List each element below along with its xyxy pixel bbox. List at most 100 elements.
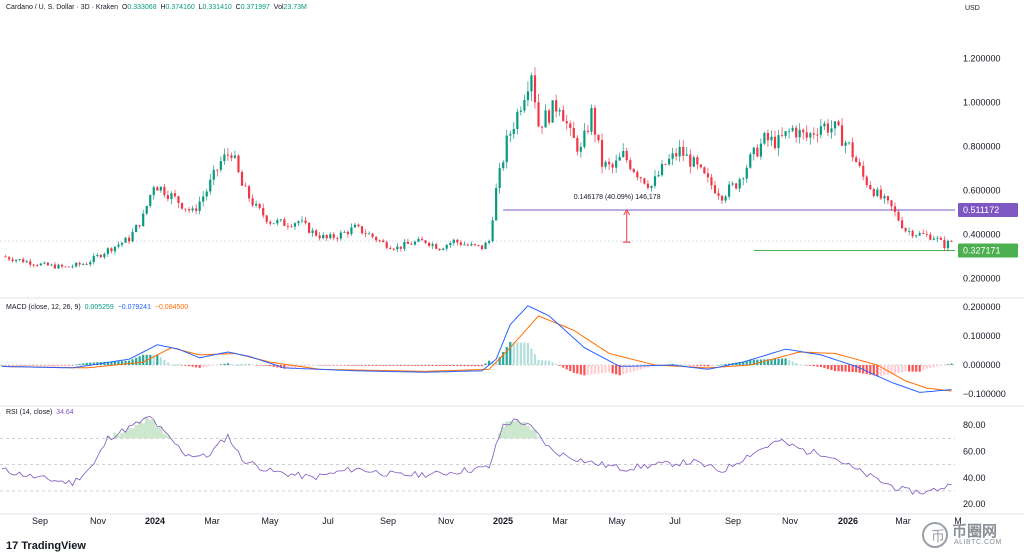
macd-histogram-bar — [413, 365, 417, 366]
macd-histogram-bar — [131, 359, 134, 365]
candle-body — [540, 126, 544, 128]
candle-body — [364, 233, 367, 235]
macd-histogram-bar — [625, 365, 628, 374]
macd-histogram-bar — [230, 364, 233, 365]
rsi-pane — [0, 416, 955, 495]
macd-histogram-bar — [844, 365, 847, 372]
macd-histogram-bar — [322, 365, 325, 366]
candle-body — [29, 261, 32, 265]
x-tick-label: 2024 — [145, 516, 165, 526]
macd-histogram-bar — [202, 365, 205, 368]
macd-histogram-bar — [46, 365, 49, 366]
candle-body — [290, 226, 293, 228]
candle-body — [537, 102, 540, 127]
candle-body — [399, 246, 402, 249]
macd-histogram-bar — [692, 365, 695, 366]
rsi-overbought-fill — [501, 426, 506, 439]
candle-body — [343, 231, 346, 233]
macd-histogram-bar — [75, 364, 78, 366]
candle-body — [551, 100, 554, 123]
candle-body — [131, 232, 134, 242]
macd-histogram-bar — [848, 365, 851, 372]
macd-histogram-bar — [258, 365, 261, 366]
macd-histogram-bar — [565, 365, 568, 370]
rsi-overbought-fill — [159, 426, 163, 439]
macd-tick-label: 0.000000 — [963, 360, 1001, 370]
macd-histogram-bar — [357, 365, 360, 366]
low-label: L — [198, 4, 203, 11]
macd-histogram-bar — [53, 365, 57, 366]
macd-histogram-bar — [449, 365, 452, 367]
candle-body — [385, 242, 388, 248]
candle-body — [420, 238, 424, 241]
candle-body — [583, 130, 586, 147]
currency-label: USD — [965, 5, 980, 12]
candle-body — [629, 160, 632, 170]
macd-histogram-bar — [495, 362, 498, 365]
rsi-overbought-fill — [144, 416, 149, 439]
macd-histogram-bar — [816, 365, 819, 367]
candle-body — [389, 247, 392, 249]
macd-histogram-bar — [533, 354, 537, 365]
macd-histogram-bar — [608, 365, 611, 373]
macd-legend: MACD (close, 12, 26, 9) 0.005259 −0.0792… — [6, 304, 188, 311]
macd-histogram-bar — [812, 365, 815, 367]
macd-signal-line — [1, 315, 952, 392]
macd-histogram-bar — [869, 365, 872, 375]
candle-body — [788, 130, 791, 132]
watermark: 币 币圈网 ALIBTC.COM — [922, 520, 1022, 553]
macd-histogram-bar — [209, 365, 212, 367]
macd-histogram-bar — [562, 365, 565, 368]
macd-histogram-bar — [611, 365, 614, 374]
macd-histogram-bar — [92, 362, 95, 365]
candle-body — [110, 248, 113, 252]
price-tick-label: 0.400000 — [963, 229, 1001, 239]
candle-body — [36, 265, 39, 266]
candle-body — [392, 248, 395, 250]
macd-histogram-bar — [233, 365, 237, 366]
candle-body — [526, 91, 530, 101]
macd-histogram-bar — [904, 365, 907, 372]
macd-histogram-bar — [332, 365, 335, 366]
candle-body — [216, 169, 219, 171]
macd-histogram-bar — [71, 365, 74, 366]
macd-histogram-bar — [364, 365, 367, 366]
macd-histogram-bar — [325, 365, 328, 366]
macd-pane — [0, 305, 955, 393]
candle-body — [904, 228, 907, 232]
candle-body — [382, 240, 385, 243]
candle-body — [495, 188, 498, 221]
macd-histogram-bar — [0, 365, 4, 366]
candle-body — [756, 147, 759, 157]
candle-body — [276, 220, 279, 224]
candle-body — [519, 110, 522, 112]
candle-body — [668, 158, 671, 165]
macd-histogram-bar — [198, 365, 201, 368]
open-value: 0.333068 — [127, 4, 157, 11]
candle-body — [145, 205, 148, 214]
candle-body — [544, 110, 547, 128]
rsi-overbought-fill — [130, 428, 135, 439]
candle-body — [230, 155, 233, 158]
macd-histogram-bar — [925, 365, 928, 369]
price-tick-label: 0.600000 — [963, 185, 1001, 195]
candle-body — [646, 183, 650, 188]
macd-histogram-bar — [636, 365, 639, 371]
candle-body — [286, 225, 289, 227]
candle-body — [533, 75, 537, 103]
macd-histogram-bar — [615, 365, 618, 375]
macd-histogram-bar — [618, 365, 621, 376]
volume-label: Vol — [273, 4, 284, 11]
rsi-value: 34.64 — [56, 409, 74, 416]
macd-histogram-bar — [840, 365, 844, 372]
macd-line — [1, 305, 952, 393]
macd-histogram-bar — [329, 365, 332, 366]
tradingview-logo[interactable]: 17 TradingView — [6, 540, 86, 552]
candle-body — [900, 220, 904, 229]
macd-histogram-bar — [290, 365, 293, 368]
candle-body — [46, 262, 49, 266]
macd-histogram-bar — [191, 365, 194, 367]
candle-body — [650, 185, 653, 188]
